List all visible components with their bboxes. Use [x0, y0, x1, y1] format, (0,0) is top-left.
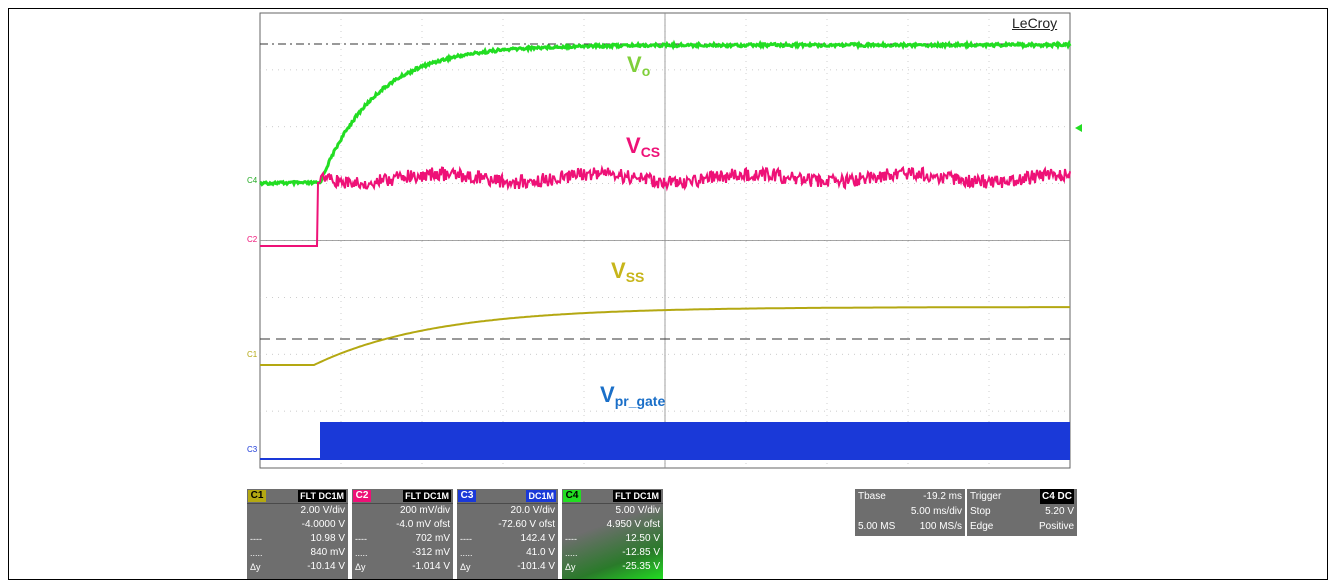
offset: -72.60 V ofst [498, 519, 555, 530]
marker-c2: C2 [247, 235, 258, 244]
trace-vcs [260, 164, 1071, 247]
trigger-panel[interactable]: Trigger C4 DC Stop 5.20 V Edge Positive [967, 489, 1077, 536]
time-per-div: 5.00 ms/div [910, 506, 962, 517]
offset: 4.950 V ofst [606, 519, 660, 530]
delta-y: Δy -25.35 V [565, 561, 660, 572]
trace-label-vpr-gate: Vpr_gate [600, 382, 666, 410]
channel-panel-c4[interactable]: C4 FLT DC1M 5.00 V/div 4.950 V ofst ---- 1… [562, 489, 663, 579]
trigger-level: 5.20 V [1045, 506, 1074, 517]
trigger-slope: Positive [1038, 521, 1074, 532]
delta-y: Δy -101.4 V [460, 561, 555, 572]
channel-chip: C4 [563, 490, 581, 502]
channel-panel-c2[interactable]: C2 FLT DC1M 200 mV/div -4.0 mV ofst ---- 7… [352, 489, 453, 579]
measure-2: ..... -12.85 V [565, 547, 660, 558]
sample-count: 5.00 MS [858, 521, 896, 532]
coupling-flags: FLT DC1M [403, 490, 451, 502]
trace-label-vo: Vo [627, 52, 651, 80]
trace-vo [259, 39, 1072, 188]
volts-per-div: 5.00 V/div [615, 505, 660, 516]
offset: -4.0000 V [301, 519, 345, 530]
marker-c3: C3 [247, 445, 258, 454]
trigger-mode: Stop [970, 506, 991, 517]
volts-per-div: 200 mV/div [399, 505, 450, 516]
offset: -4.0 mV ofst [396, 519, 450, 530]
trigger-label: Trigger [970, 491, 1002, 502]
volts-per-div: 20.0 V/div [510, 505, 555, 516]
coupling-flags: FLT DC1M [613, 490, 661, 502]
trigger-source: C4 DC [1039, 489, 1074, 504]
marker-c1: C1 [247, 350, 258, 359]
timebase-panel[interactable]: Tbase -19.2 ms 5.00 ms/div 5.00 MS 100 MS/… [855, 489, 965, 536]
trace-label-vcs: VCS [626, 133, 661, 161]
timebase-offset: -19.2 ms [923, 491, 962, 502]
measure-2: ..... 41.0 V [460, 547, 555, 558]
channel-chip: C3 [458, 490, 476, 502]
channel-panel-c3[interactable]: C3 DC1M 20.0 V/div -72.60 V ofst ---- 142.… [457, 489, 558, 579]
coupling-flags: DC1M [526, 490, 556, 502]
channel-panel-c1[interactable]: C1 FLT DC1M 2.00 V/div -4.0000 V ---- 10.9… [247, 489, 348, 579]
measure-1: ---- 142.4 V [460, 533, 555, 544]
brand-logo: LeCroy [1012, 15, 1058, 31]
measure-2: ..... -312 mV [355, 547, 450, 558]
trace-label-vss: VSS [611, 258, 645, 286]
coupling-flags: FLT DC1M [298, 490, 346, 502]
volts-per-div: 2.00 V/div [300, 505, 345, 516]
delta-y: Δy -10.14 V [250, 561, 345, 572]
measure-1: ---- 702 mV [355, 533, 450, 544]
scope-display [259, 12, 1082, 469]
channel-chip: C1 [248, 490, 266, 502]
marker-c4: C4 [247, 176, 258, 185]
channel-chip: C2 [353, 490, 371, 502]
delta-y: Δy -1.014 V [355, 561, 450, 572]
trace-vpr-burst [320, 422, 1070, 460]
timebase-label: Tbase [858, 491, 886, 502]
measure-1: ---- 12.50 V [565, 533, 660, 544]
trigger-level-marker [1075, 124, 1082, 132]
sample-rate: 100 MS/s [919, 521, 962, 532]
trace-vss [260, 306, 1070, 366]
measure-1: ---- 10.98 V [250, 533, 345, 544]
trigger-type: Edge [970, 521, 994, 532]
measure-2: ..... 840 mV [250, 547, 345, 558]
